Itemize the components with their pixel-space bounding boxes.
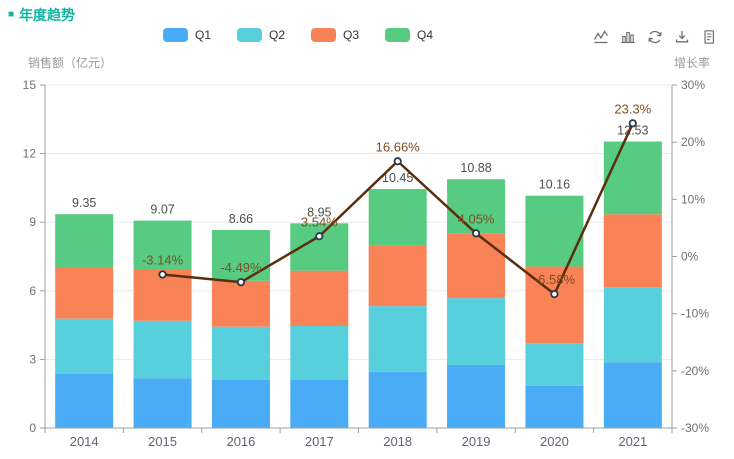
legend-swatch-icon xyxy=(385,28,411,42)
switch-to-line-chart-icon[interactable] xyxy=(592,28,610,46)
growth-label: 23.3% xyxy=(614,101,651,116)
legend-item-q2[interactable]: Q2 xyxy=(237,28,285,42)
x-axis-label-2017: 2017 xyxy=(305,434,334,449)
right-axis-tick-label: -30% xyxy=(681,421,709,435)
left-axis-title: 销售额（亿元） xyxy=(28,56,113,70)
legend-item-q4[interactable]: Q4 xyxy=(385,28,433,42)
data-view-icon[interactable] xyxy=(700,28,718,46)
bar-segment-2020-q1[interactable] xyxy=(525,385,584,428)
growth-label: -6.58% xyxy=(534,272,576,287)
bar-segment-2019-q2[interactable] xyxy=(447,298,506,365)
growth-point-2017[interactable] xyxy=(315,232,324,241)
bar-total-label: 10.88 xyxy=(460,161,491,175)
legend-swatch-icon xyxy=(311,28,337,42)
bar-segment-2017-q1[interactable] xyxy=(290,379,349,428)
bar-segment-2014-q2[interactable] xyxy=(55,318,114,374)
bar-segment-2020-q2[interactable] xyxy=(525,343,584,386)
bar-segment-2015-q4[interactable] xyxy=(133,220,192,270)
growth-point-2016[interactable] xyxy=(236,278,246,287)
bar-total-label: 8.95 xyxy=(307,205,331,219)
growth-label: 16.66% xyxy=(376,139,421,154)
growth-point-2020[interactable] xyxy=(550,290,559,299)
bar-segment-2021-q4[interactable] xyxy=(603,141,662,215)
bar-segment-2021-q3[interactable] xyxy=(603,214,662,288)
growth-label: 3.54% xyxy=(301,214,338,229)
right-axis-tick-label: 0% xyxy=(681,250,699,264)
legend-label: Q2 xyxy=(269,28,286,42)
bar-total-label: 9.35 xyxy=(72,196,96,210)
legend-item-q1[interactable]: Q1 xyxy=(163,28,211,42)
bar-segment-2016-q2[interactable] xyxy=(211,326,270,380)
bar-segment-2014-q3[interactable] xyxy=(55,267,114,319)
x-axis-label-2020: 2020 xyxy=(540,434,569,449)
chart-toolbar xyxy=(592,28,718,46)
right-axis-tick-label: 20% xyxy=(681,135,705,149)
left-axis-tick-label: 12 xyxy=(23,147,37,161)
bar-segment-2018-q2[interactable] xyxy=(368,306,427,372)
growth-point-2018[interactable] xyxy=(393,157,402,166)
bar-total-label: 8.66 xyxy=(229,212,253,226)
x-axis-label-2015: 2015 xyxy=(148,434,177,449)
growth-label: 4.05% xyxy=(458,211,495,226)
switch-to-bar-chart-icon[interactable] xyxy=(619,28,637,46)
bar-segment-2016-q3[interactable] xyxy=(211,280,270,327)
bar-segment-2019-q3[interactable] xyxy=(447,233,506,299)
right-axis-title: 增长率 xyxy=(673,56,710,70)
bar-total-label: 12.53 xyxy=(617,123,648,137)
legend-swatch-icon xyxy=(163,28,188,42)
right-axis-tick-label: 10% xyxy=(681,192,705,206)
left-axis-tick-label: 3 xyxy=(29,352,36,366)
legend-label: Q3 xyxy=(343,28,360,42)
legend-swatch-icon xyxy=(237,28,263,42)
left-axis-tick-label: 9 xyxy=(29,215,36,229)
left-axis-tick-label: 15 xyxy=(23,78,37,92)
legend-label: Q1 xyxy=(195,28,212,42)
right-axis-tick-label: -20% xyxy=(681,364,709,378)
bar-segment-2021-q2[interactable] xyxy=(603,287,662,363)
bar-total-label: 10.45 xyxy=(382,171,413,185)
left-axis-tick-label: 6 xyxy=(29,284,36,298)
bar-segment-2014-q1[interactable] xyxy=(55,373,114,428)
bar-segment-2015-q2[interactable] xyxy=(133,320,192,379)
legend-item-q3[interactable]: Q3 xyxy=(311,28,359,42)
chart-legend: Q1 Q2 Q3 Q4 xyxy=(163,28,433,42)
save-as-image-icon[interactable] xyxy=(673,28,691,46)
title-bullet-icon: ■ xyxy=(8,9,15,20)
left-axis-tick-label: 0 xyxy=(29,421,36,435)
legend-label: Q4 xyxy=(417,28,434,42)
growth-point-2019[interactable] xyxy=(471,229,481,238)
x-axis-label-2021: 2021 xyxy=(618,434,647,449)
x-axis-label-2014: 2014 xyxy=(70,434,99,449)
title-text: 年度趋势 xyxy=(19,7,76,23)
growth-point-2021[interactable] xyxy=(628,119,637,128)
restore-icon[interactable] xyxy=(646,28,664,46)
bar-segment-2019-q1[interactable] xyxy=(447,364,506,428)
right-axis-tick-label: -10% xyxy=(681,307,709,321)
bar-segment-2018-q1[interactable] xyxy=(368,371,427,428)
growth-label: -3.14% xyxy=(142,252,184,267)
bar-segment-2014-q4[interactable] xyxy=(55,214,114,268)
x-axis-label-2019: 2019 xyxy=(462,434,491,449)
bar-segment-2017-q3[interactable] xyxy=(290,270,349,327)
bar-segment-2021-q1[interactable] xyxy=(603,362,662,428)
x-axis-label-2018: 2018 xyxy=(383,434,412,449)
right-axis-tick-label: 30% xyxy=(681,78,705,92)
bar-segment-2020-q4[interactable] xyxy=(525,195,584,267)
growth-point-2015[interactable] xyxy=(158,270,167,279)
bar-segment-2018-q3[interactable] xyxy=(368,245,427,307)
x-axis-label-2016: 2016 xyxy=(226,434,255,449)
bar-segment-2015-q1[interactable] xyxy=(133,378,192,428)
page-title: ■ 年度趋势 xyxy=(8,5,75,25)
bar-segment-2019-q4[interactable] xyxy=(447,179,506,234)
bar-total-label: 9.07 xyxy=(150,203,174,217)
bar-total-label: 10.16 xyxy=(539,178,570,192)
growth-label: -4.49% xyxy=(220,260,262,275)
bar-segment-2016-q1[interactable] xyxy=(211,379,270,428)
bar-segment-2017-q2[interactable] xyxy=(290,326,349,380)
bar-segment-2018-q4[interactable] xyxy=(368,189,427,246)
